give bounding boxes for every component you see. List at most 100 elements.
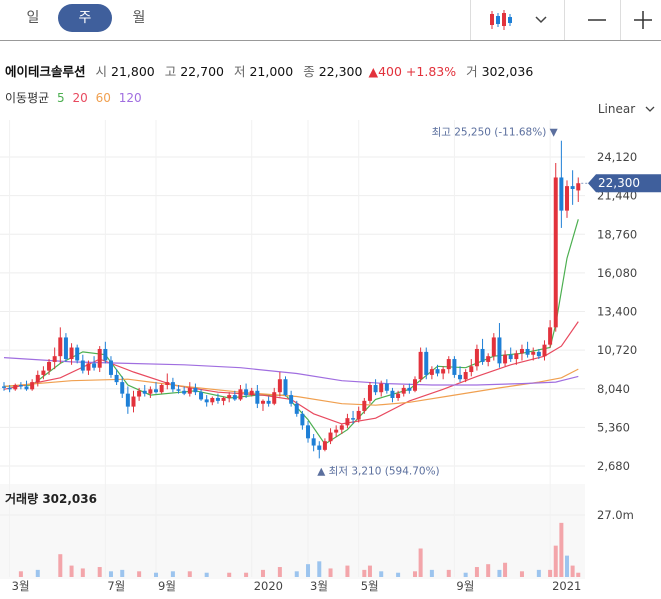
chart-type-dropdown[interactable] <box>528 0 554 40</box>
candle-body <box>514 353 519 360</box>
minus-icon <box>588 19 606 21</box>
volume-bar <box>559 522 564 577</box>
candle-body <box>525 348 530 355</box>
volume-bar <box>553 545 558 577</box>
volume-bar <box>154 572 159 577</box>
ma-5-line <box>3 219 579 445</box>
candle-body <box>187 387 192 394</box>
candle-body <box>570 186 575 189</box>
volume-bar <box>97 567 102 577</box>
volume-bar <box>294 571 299 577</box>
candle-body <box>491 337 496 357</box>
volume-bar <box>187 571 192 577</box>
scale-mode-dropdown[interactable]: Linear <box>598 102 655 116</box>
candle-body <box>7 387 12 390</box>
volume-bar <box>396 572 401 577</box>
x-tick-label: 2021 <box>552 579 581 593</box>
candle-body <box>176 389 181 391</box>
y-tick-label: 18,760 <box>597 227 637 241</box>
candle-body <box>35 374 40 383</box>
candle-body <box>317 445 322 450</box>
candle-body <box>272 392 277 404</box>
candle-body <box>565 186 569 211</box>
y-tick-label: 13,400 <box>597 305 637 319</box>
volume-bar <box>570 565 575 577</box>
chart-type-button[interactable] <box>480 0 520 40</box>
current-price-tag <box>588 174 661 193</box>
candle-body <box>356 410 361 420</box>
candle-body <box>215 397 220 401</box>
candle-body <box>311 438 316 446</box>
volume-panel-label: 거래량 302,036 <box>5 490 97 507</box>
candle-body <box>497 337 502 364</box>
candle-body <box>114 374 119 383</box>
candlestick-icon <box>490 10 512 30</box>
volume-axis-label: 27.0m <box>597 508 634 522</box>
volume-bar <box>204 572 209 577</box>
chevron-down-icon <box>645 106 655 112</box>
tab-day[interactable]: 일 <box>26 10 40 26</box>
candle-body <box>159 385 164 393</box>
volume-bar <box>108 571 113 577</box>
low-label: 저 <box>233 64 246 79</box>
ma-120-label[interactable]: 120 <box>118 91 142 105</box>
volume-bar <box>503 562 508 577</box>
x-tick-label: 9월 <box>456 579 474 593</box>
quote-summary: 에이테크솔루션 시 21,800 고 22,700 저 21,000 종 22,… <box>5 61 539 80</box>
volume-bar <box>137 571 142 577</box>
candle-body <box>322 441 327 450</box>
low-annotation: ▲ 최저 3,210 (594.70%) <box>317 465 439 477</box>
candle-body <box>221 397 226 401</box>
candle-body <box>120 382 125 394</box>
candle-body <box>345 418 350 426</box>
candle-body <box>125 393 130 407</box>
volume-bar <box>306 564 311 577</box>
candle-body <box>210 397 215 403</box>
ma-60-label[interactable]: 60 <box>95 91 111 105</box>
candle-body <box>418 351 423 380</box>
volume-bar <box>362 569 367 577</box>
candle-body <box>503 354 508 364</box>
volume-bar <box>463 572 468 577</box>
volume-bar <box>418 548 423 577</box>
candle-body <box>13 385 18 390</box>
candle-body <box>294 403 299 414</box>
candle-body <box>92 363 97 368</box>
volume-bar <box>69 565 74 577</box>
candle-body <box>238 389 243 400</box>
x-tick-label: 2020 <box>254 579 283 593</box>
tab-week[interactable]: 주 <box>58 4 112 32</box>
x-tick-label: 3월 <box>12 579 30 593</box>
volume-bar <box>80 568 85 577</box>
candle-body <box>204 399 209 403</box>
volume-panel-title: 거래량 <box>5 492 39 506</box>
candle-body <box>536 351 541 357</box>
y-tick-label: 5,360 <box>597 420 630 434</box>
candle-body <box>18 385 23 387</box>
tab-month[interactable]: 월 <box>132 10 146 26</box>
volume-panel-value: 302,036 <box>42 492 97 506</box>
stock-name: 에이테크솔루션 <box>5 64 86 79</box>
candle-body <box>199 392 204 400</box>
candle-body <box>170 382 175 390</box>
price-chart[interactable]: 24,12021,44018,76016,08013,40010,7208,04… <box>0 120 661 599</box>
candle-body <box>480 348 485 362</box>
ma-5-label[interactable]: 5 <box>57 91 65 105</box>
candle-body <box>24 386 29 390</box>
candle-body <box>508 354 513 360</box>
zoom-in-button[interactable] <box>626 0 660 40</box>
candle-body <box>390 390 395 398</box>
ma-20-label[interactable]: 20 <box>72 91 88 105</box>
candle-body <box>2 386 6 388</box>
ma-120-line <box>3 357 579 386</box>
candle-body <box>193 387 198 393</box>
high-annotation: 최고 25,250 (-11.68%) ▼ <box>432 127 559 139</box>
candle-body <box>103 348 108 361</box>
candle-body <box>452 359 457 375</box>
close-value: 22,300 <box>318 64 363 79</box>
close-label: 종 <box>303 64 315 79</box>
candle-body <box>165 382 170 386</box>
zoom-out-button[interactable] <box>580 0 614 40</box>
candle-body <box>260 400 265 404</box>
candle-body <box>373 385 378 393</box>
